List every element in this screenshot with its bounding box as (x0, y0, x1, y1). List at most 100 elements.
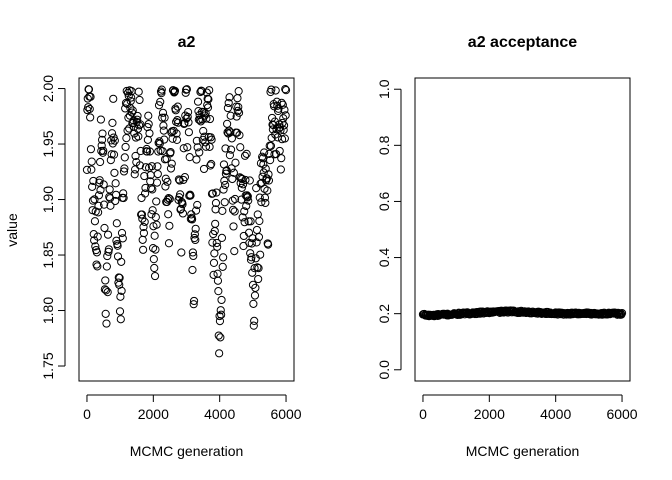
trace-points (82, 85, 291, 358)
trace-point (196, 87, 205, 97)
trace-point (115, 307, 125, 316)
trace-point (234, 102, 243, 112)
trace-point (148, 206, 157, 215)
trace-point (229, 168, 238, 177)
trace-point (264, 176, 274, 185)
trace-point (88, 196, 98, 205)
trace-point (190, 230, 199, 239)
trace-point (199, 126, 208, 136)
trace-point (211, 198, 221, 208)
y-tick-label: 1.0 (376, 79, 392, 99)
trace-point (280, 134, 289, 143)
trace-point (127, 93, 136, 102)
trace-point (209, 270, 218, 279)
trace-point (158, 147, 167, 156)
trace-point (242, 201, 251, 211)
trace-point (238, 180, 248, 189)
trace-point (231, 158, 240, 167)
trace-point (269, 102, 279, 111)
trace-point (229, 222, 238, 231)
trace-point (153, 169, 162, 179)
trace-point (162, 154, 171, 164)
trace-point (201, 109, 210, 118)
trace-point (225, 151, 234, 160)
trace-point (172, 135, 182, 145)
trace-point (221, 169, 231, 178)
trace-point (228, 196, 237, 205)
trace-point (251, 283, 260, 292)
trace-point (140, 171, 149, 181)
trace-point (277, 98, 286, 107)
a2-acceptance-panel: a2 acceptance MCMC generation 0 2000 4000 6… (376, 34, 638, 459)
trace-point (173, 102, 182, 111)
trace-point (187, 215, 197, 224)
x-tick-label: 2000 (138, 406, 169, 422)
trace-point (119, 167, 129, 176)
trace-point (166, 164, 176, 173)
trace-point (123, 126, 132, 135)
trace-point (270, 117, 279, 126)
trace-point (249, 299, 258, 308)
y-tick-label: 1.80 (40, 297, 56, 324)
trace-point (188, 265, 197, 275)
trace-point (100, 223, 109, 233)
trace-point (204, 95, 213, 104)
trace-point (87, 165, 96, 174)
x-axis: 0 2000 4000 6000 (83, 394, 302, 422)
trace-point (199, 164, 209, 174)
y-tick-label: 2.00 (40, 75, 56, 102)
trace-point (246, 249, 255, 258)
trace-point (150, 263, 159, 273)
y-tick-label: 0.4 (376, 248, 392, 268)
trace-point (122, 86, 131, 96)
trace-point (217, 295, 226, 305)
trace-point (230, 194, 240, 204)
trace-point (139, 222, 148, 232)
trace-point (174, 118, 183, 127)
trace-point (102, 319, 111, 328)
trace-point (103, 288, 112, 297)
y-tick-label: 0.2 (376, 304, 392, 324)
trace-point (219, 253, 228, 262)
trace-point (241, 175, 250, 185)
trace-point (192, 155, 201, 164)
trace-point (617, 308, 627, 318)
trace-point (110, 136, 119, 145)
trace-point (240, 151, 250, 160)
trace-point (260, 148, 269, 157)
trace-point (247, 253, 256, 262)
trace-point (213, 276, 223, 285)
trace-point (177, 248, 186, 257)
trace-point (165, 194, 174, 203)
trace-point (126, 96, 135, 106)
trace-point (120, 164, 129, 173)
trace-point (170, 86, 180, 96)
trace-point (107, 129, 117, 138)
trace-point (183, 143, 192, 152)
trace-point (201, 142, 211, 151)
y-tick-label: 0.0 (376, 360, 392, 380)
trace-point (209, 258, 219, 267)
trace-point (94, 191, 104, 200)
trace-point (87, 157, 96, 166)
trace-point (99, 200, 109, 209)
trace-point (82, 165, 92, 174)
trace-point (226, 145, 236, 154)
trace-point (109, 150, 119, 159)
trace-point (134, 132, 143, 141)
trace-point (172, 129, 181, 138)
trace-point (218, 206, 227, 216)
trace-point (160, 135, 169, 144)
y-tick-label: 1.75 (40, 352, 56, 379)
trace-point (121, 104, 130, 113)
a2-trace-panel: a2 MCMC generation value 0 2000 4000 6000 1.… (4, 34, 302, 459)
trace-point (259, 160, 268, 169)
trace-point (164, 239, 174, 248)
trace-point (260, 193, 270, 202)
trace-point (234, 108, 244, 117)
trace-point (244, 196, 253, 205)
trace-point (163, 177, 172, 186)
trace-point (89, 230, 98, 239)
trace-point (99, 146, 108, 155)
